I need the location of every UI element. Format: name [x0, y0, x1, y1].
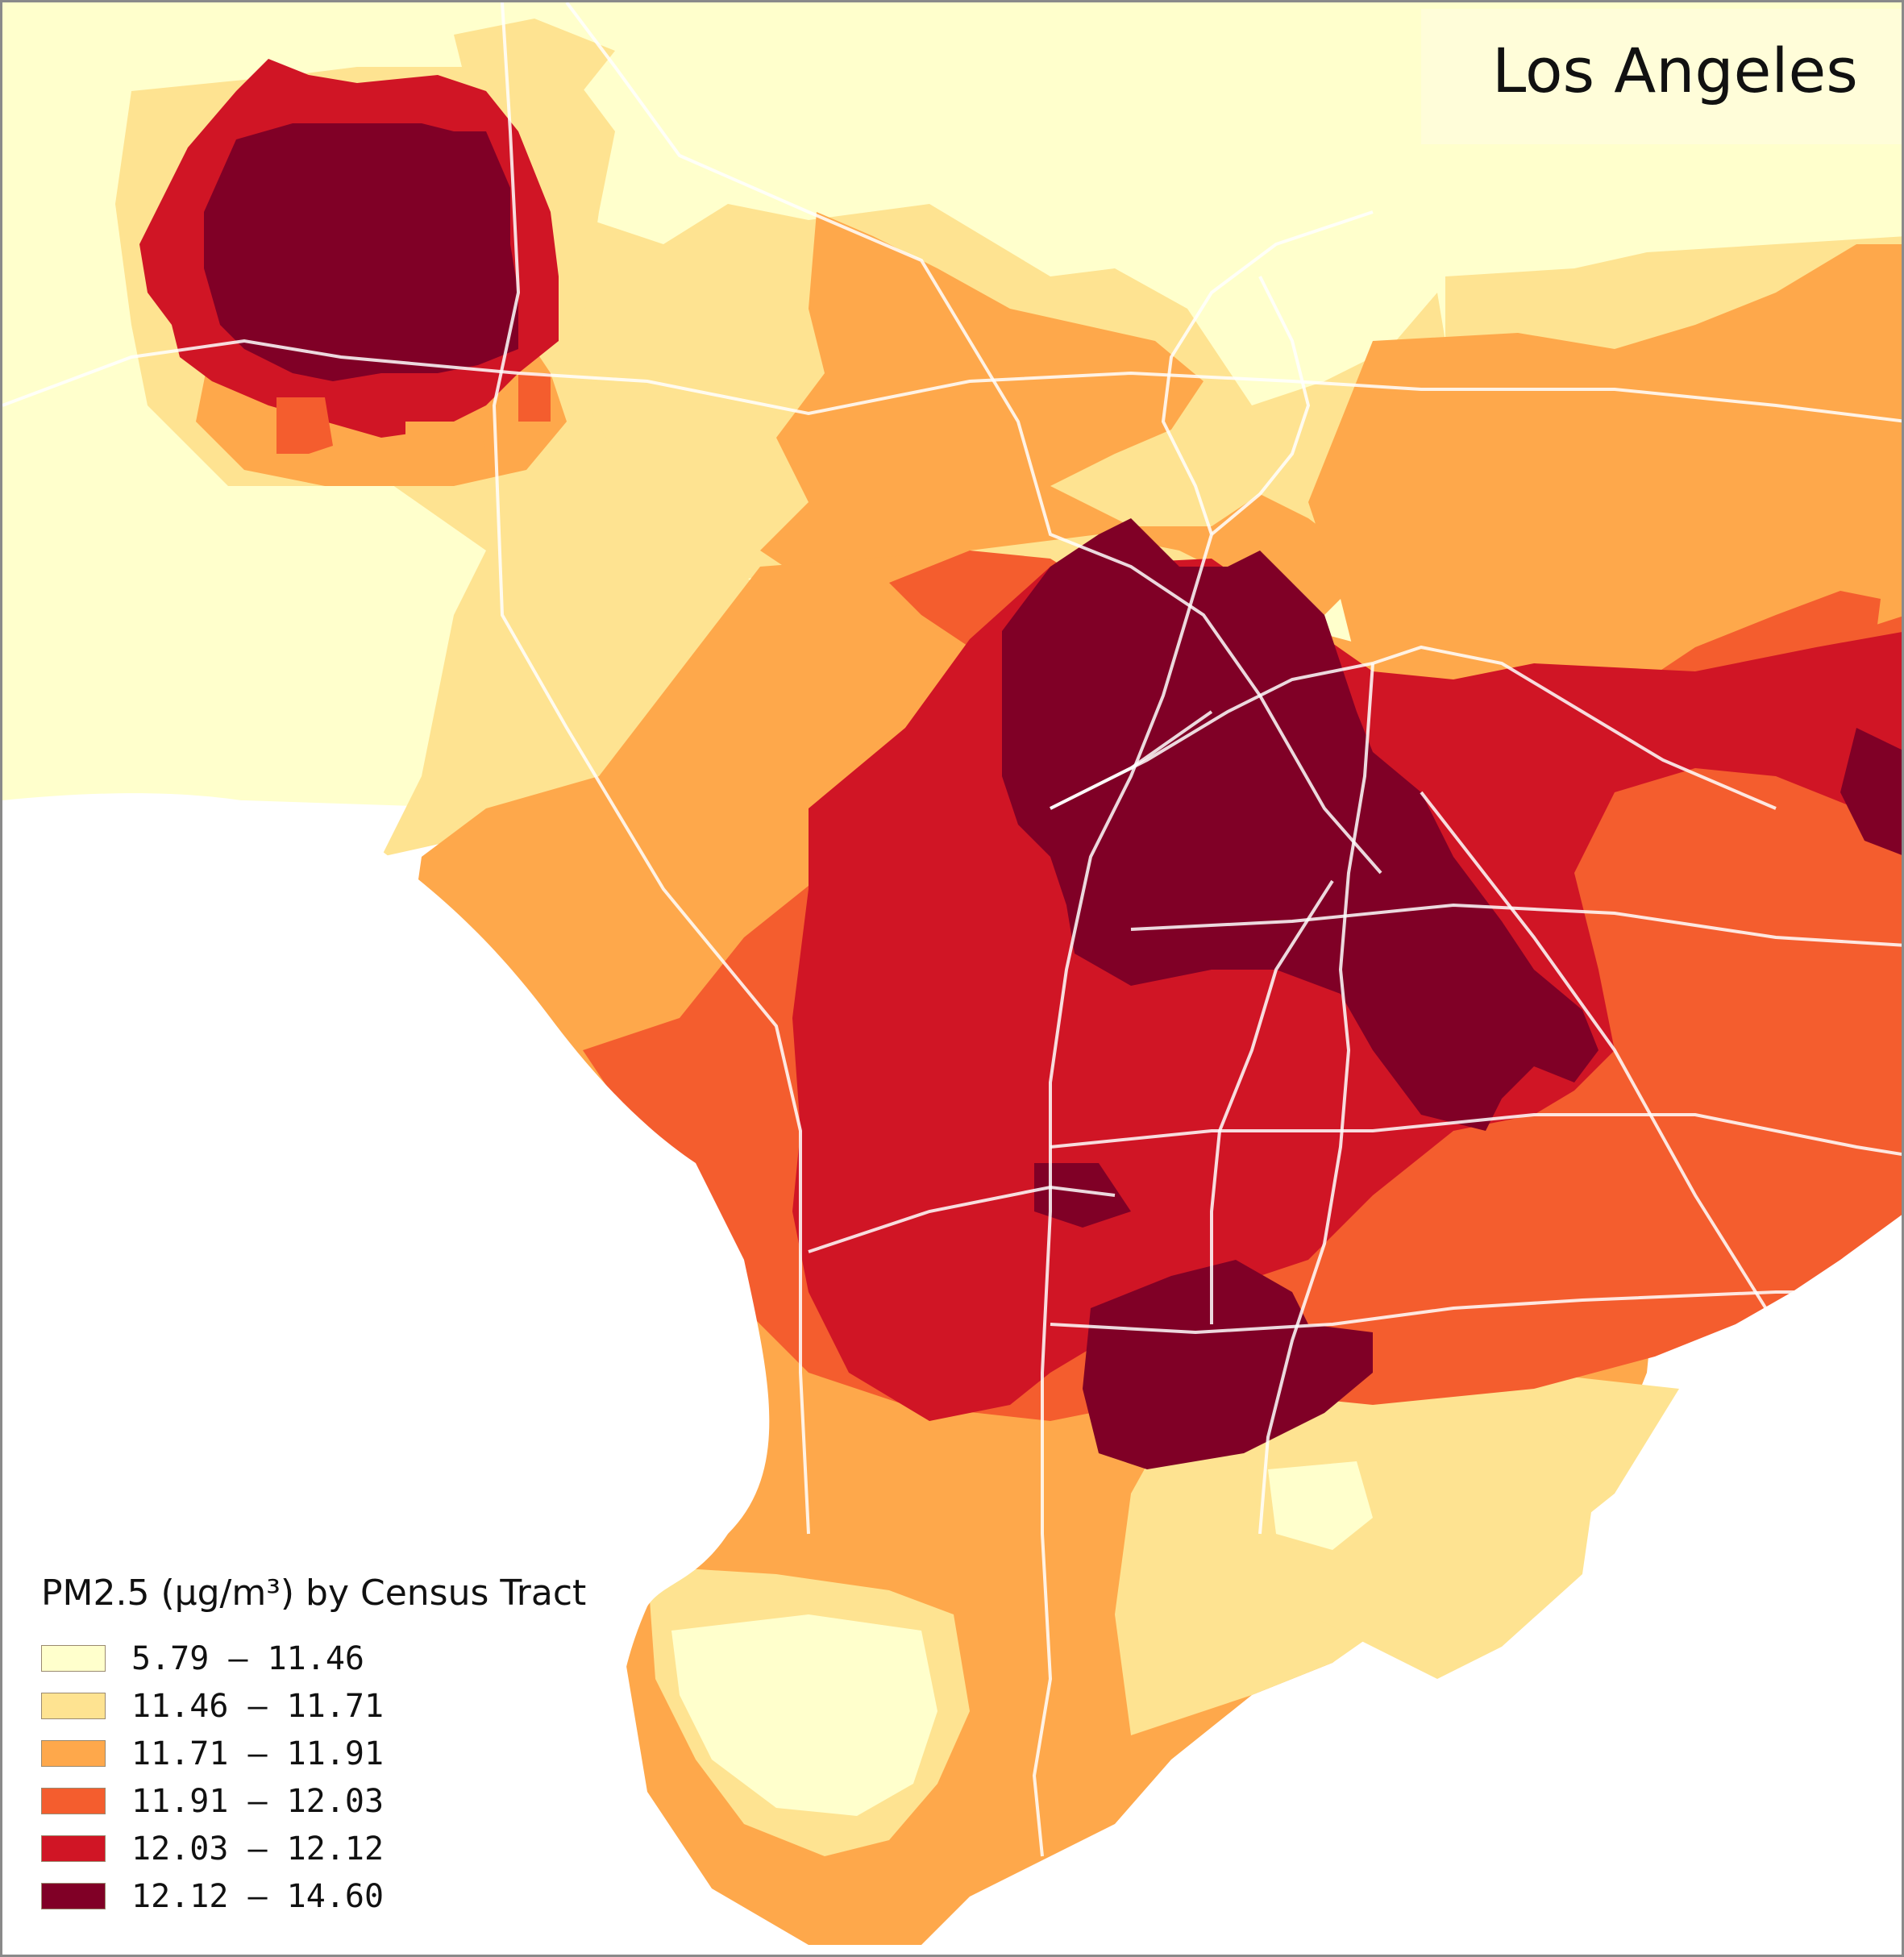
census-tract-zone	[760, 212, 1373, 615]
census-tract-zone	[671, 1614, 937, 1816]
legend-swatch	[41, 1788, 106, 1814]
census-tract-zone	[204, 123, 518, 381]
highway-line	[1130, 903, 1902, 947]
legend-label: 11.71 – 11.91	[131, 1735, 385, 1772]
highway-line	[1420, 791, 1902, 1498]
ocean-area	[2, 793, 796, 1955]
legend-label: 12.03 – 12.12	[131, 1830, 385, 1868]
census-tract-zone	[276, 397, 333, 454]
legend-item: 12.12 – 14.60	[41, 1872, 586, 1920]
census-tract-zone	[405, 422, 486, 470]
highway-line	[1032, 534, 1213, 1857]
highway-line	[1258, 663, 1374, 1535]
legend-swatch	[41, 1645, 106, 1672]
census-tract-zone	[1268, 1461, 1373, 1550]
legend-item: 11.46 – 11.71	[41, 1682, 586, 1730]
legend-label: 11.91 – 12.03	[131, 1782, 385, 1820]
legend-rows: 5.79 – 11.46 11.46 – 11.71 11.71 – 11.91 11…	[41, 1635, 586, 1920]
legend-title: PM2.5 (µg/m³) by Census Tract	[41, 1573, 587, 1614]
highway-line	[1050, 645, 1777, 810]
highway-line	[1210, 276, 1311, 536]
legend-label: 5.79 – 11.46	[131, 1639, 364, 1677]
highway-line	[492, 2, 810, 1535]
census-tract-zone	[1002, 518, 1598, 1131]
legend-swatch	[41, 1883, 106, 1909]
highway-line	[808, 1185, 1116, 1253]
highway-line	[2, 339, 1902, 423]
census-tract-zone	[518, 373, 551, 422]
legend-item: 11.71 – 11.91	[41, 1730, 586, 1777]
highway-line	[1050, 710, 1213, 810]
legend-label: 12.12 – 14.60	[131, 1877, 385, 1915]
legend-item: 11.91 – 12.03	[41, 1777, 586, 1825]
title-box	[1421, 9, 1902, 144]
map-title: Los Angeles	[1492, 35, 1858, 106]
highway-line	[1050, 1290, 1902, 1335]
highway-line	[1161, 210, 1374, 535]
legend-swatch	[41, 1835, 106, 1862]
legend-swatch	[41, 1740, 106, 1767]
legend-item: 5.79 – 11.46	[41, 1635, 586, 1682]
census-tract-zone	[1034, 1163, 1131, 1228]
highway-line	[1210, 879, 1334, 1324]
legend-item: 12.03 – 12.12	[41, 1825, 586, 1872]
legend-swatch	[41, 1693, 106, 1719]
map-legend: PM2.5 (µg/m³) by Census Tract 5.79 – 11.…	[41, 1573, 586, 1920]
census-tract-zone	[1236, 1340, 1598, 1679]
legend-label: 11.46 – 11.71	[131, 1687, 385, 1725]
highway-line	[1050, 1113, 1902, 1157]
census-tract-zone	[1840, 728, 1902, 855]
